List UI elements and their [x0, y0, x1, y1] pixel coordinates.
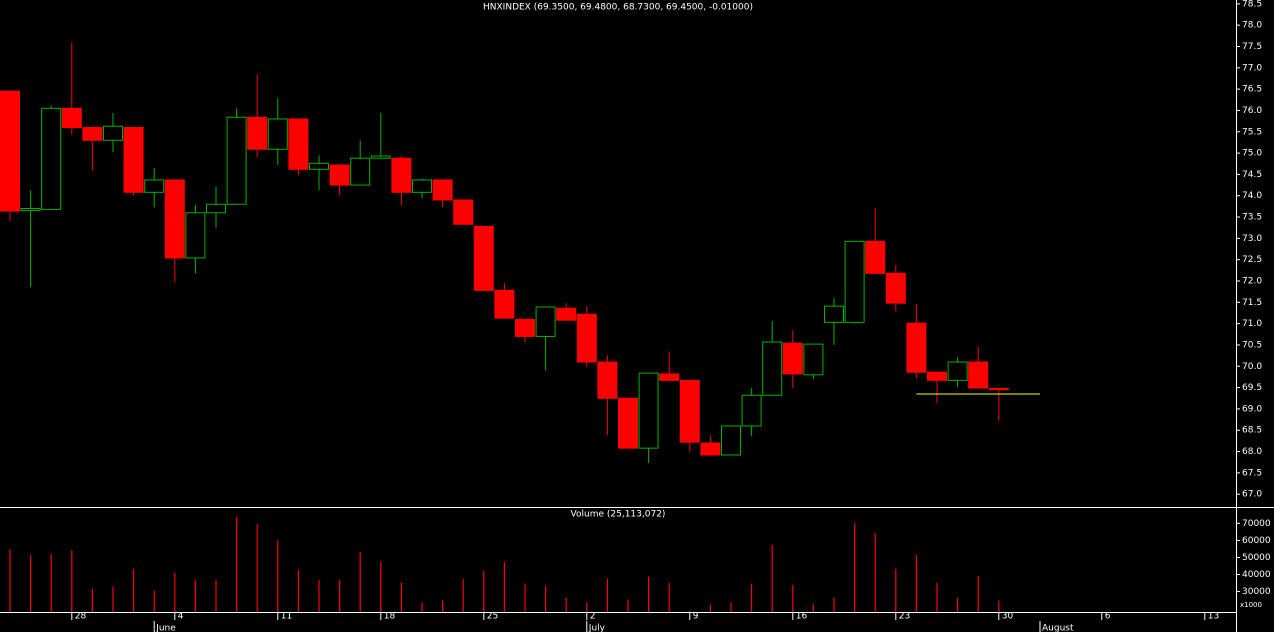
- candle-body: [123, 126, 144, 193]
- candle-body: [144, 179, 165, 193]
- x-tick-label: 9: [693, 612, 699, 622]
- candle-body: [61, 107, 82, 128]
- candle-body: [41, 107, 62, 210]
- x-tick-label: 16: [796, 612, 808, 622]
- y-tick-label: 74.5: [1242, 170, 1262, 180]
- price-title: HNXINDEX (69.3500, 69.4800, 68.7300, 69.…: [483, 3, 753, 13]
- candle-body: [515, 318, 535, 337]
- y-tick-label: 77.5: [1242, 42, 1262, 52]
- candle-body: [597, 361, 618, 399]
- x-tick-label: 18: [384, 612, 396, 622]
- x-tick-label: 11: [281, 612, 292, 622]
- candle-body: [185, 212, 206, 259]
- candle-body: [988, 387, 1009, 391]
- y-tick-label: 70000: [1242, 519, 1271, 529]
- candle-body: [679, 379, 700, 443]
- candle-body: [247, 116, 268, 150]
- candle-body: [82, 126, 103, 141]
- candle-body: [453, 199, 474, 225]
- y-tick-label: 71.0: [1242, 319, 1262, 329]
- y-tick-label: 40000: [1242, 570, 1271, 580]
- candle-body: [20, 208, 41, 212]
- candle-body: [947, 361, 968, 381]
- y-tick-label: 72.5: [1242, 255, 1262, 265]
- candle-body: [288, 118, 309, 170]
- x-tick-label: 30: [1002, 612, 1014, 622]
- candle-body: [412, 179, 432, 193]
- y-tick-label: 78.0: [1242, 21, 1262, 31]
- y-tick-label: 71.5: [1242, 298, 1262, 308]
- y-tick-label: 67.0: [1242, 490, 1262, 500]
- y-tick-label: 73.0: [1242, 234, 1262, 244]
- candle-body: [494, 289, 515, 319]
- y-tick-label: 75.5: [1242, 127, 1262, 137]
- candle-body: [906, 322, 927, 373]
- candle-body: [885, 272, 906, 304]
- candle-body: [391, 157, 412, 193]
- x-tick-label: 25: [487, 612, 498, 622]
- y-tick-label: 76.0: [1242, 106, 1262, 116]
- candle-body: [576, 313, 597, 363]
- candle-body: [473, 225, 494, 291]
- candle-body: [762, 341, 783, 396]
- candle-body: [350, 157, 371, 186]
- x-tick-label: 23: [899, 612, 910, 622]
- x-tick-label: 13: [1208, 612, 1219, 622]
- candle-body: [535, 306, 556, 337]
- candle-body: [370, 155, 391, 159]
- y-tick-label: 74.0: [1242, 191, 1262, 201]
- x-tick-label: 6: [1105, 612, 1111, 622]
- candle-body: [700, 442, 721, 456]
- y-tick-label: 78.5: [1242, 0, 1262, 9]
- y-tick-label: 77.0: [1242, 63, 1262, 73]
- x-tick-label: 4: [178, 612, 184, 622]
- y-tick-label: 70.0: [1242, 362, 1262, 372]
- candle-body: [164, 179, 185, 259]
- candle-body: [618, 397, 638, 449]
- y-tick-label: 70.5: [1242, 340, 1262, 350]
- y-tick-label: 68.0: [1242, 447, 1262, 457]
- x-tick-label: 2: [590, 612, 596, 622]
- candle-body: [206, 203, 226, 214]
- month-label: August: [1042, 624, 1074, 632]
- y-tick-label: 69.5: [1242, 383, 1262, 393]
- month-label: June: [155, 624, 176, 632]
- month-label: July: [588, 624, 606, 632]
- candle-body: [432, 179, 453, 201]
- y-tick-label: 60000: [1242, 536, 1271, 546]
- candle-body: [659, 373, 680, 381]
- candle-body: [865, 240, 886, 274]
- candle-body: [329, 164, 350, 186]
- candle-body: [782, 342, 803, 375]
- y-tick-label: 72.0: [1242, 277, 1262, 287]
- y-tick-label: 68.5: [1242, 426, 1262, 436]
- candle-body: [824, 305, 844, 323]
- candle-body: [927, 371, 947, 381]
- y-tick-label: 50000: [1242, 553, 1271, 563]
- y-tick-label: 67.5: [1242, 468, 1262, 478]
- candle-body: [226, 116, 247, 205]
- candle-body: [0, 90, 20, 212]
- y-tick-label: 73.5: [1242, 213, 1262, 223]
- y-tick-label: 76.5: [1242, 85, 1262, 95]
- candle-body: [741, 394, 762, 427]
- candle-body: [309, 162, 329, 170]
- candle-body: [803, 343, 824, 376]
- candle-body: [968, 361, 989, 389]
- volume-title: Volume (25,113,072): [571, 510, 666, 520]
- candle-body: [556, 307, 577, 321]
- candle-body: [721, 425, 741, 456]
- x-tick-label: 28: [75, 612, 87, 622]
- y-tick-label: 69.0: [1242, 404, 1262, 414]
- y-tick-label: 30000: [1242, 587, 1271, 597]
- y-tick-label: 75.0: [1242, 149, 1262, 159]
- candle-body: [844, 240, 865, 323]
- candle-body: [267, 118, 288, 150]
- candle-body: [638, 372, 659, 449]
- candle-body: [103, 125, 123, 141]
- volume-unit: x1000: [1240, 601, 1262, 609]
